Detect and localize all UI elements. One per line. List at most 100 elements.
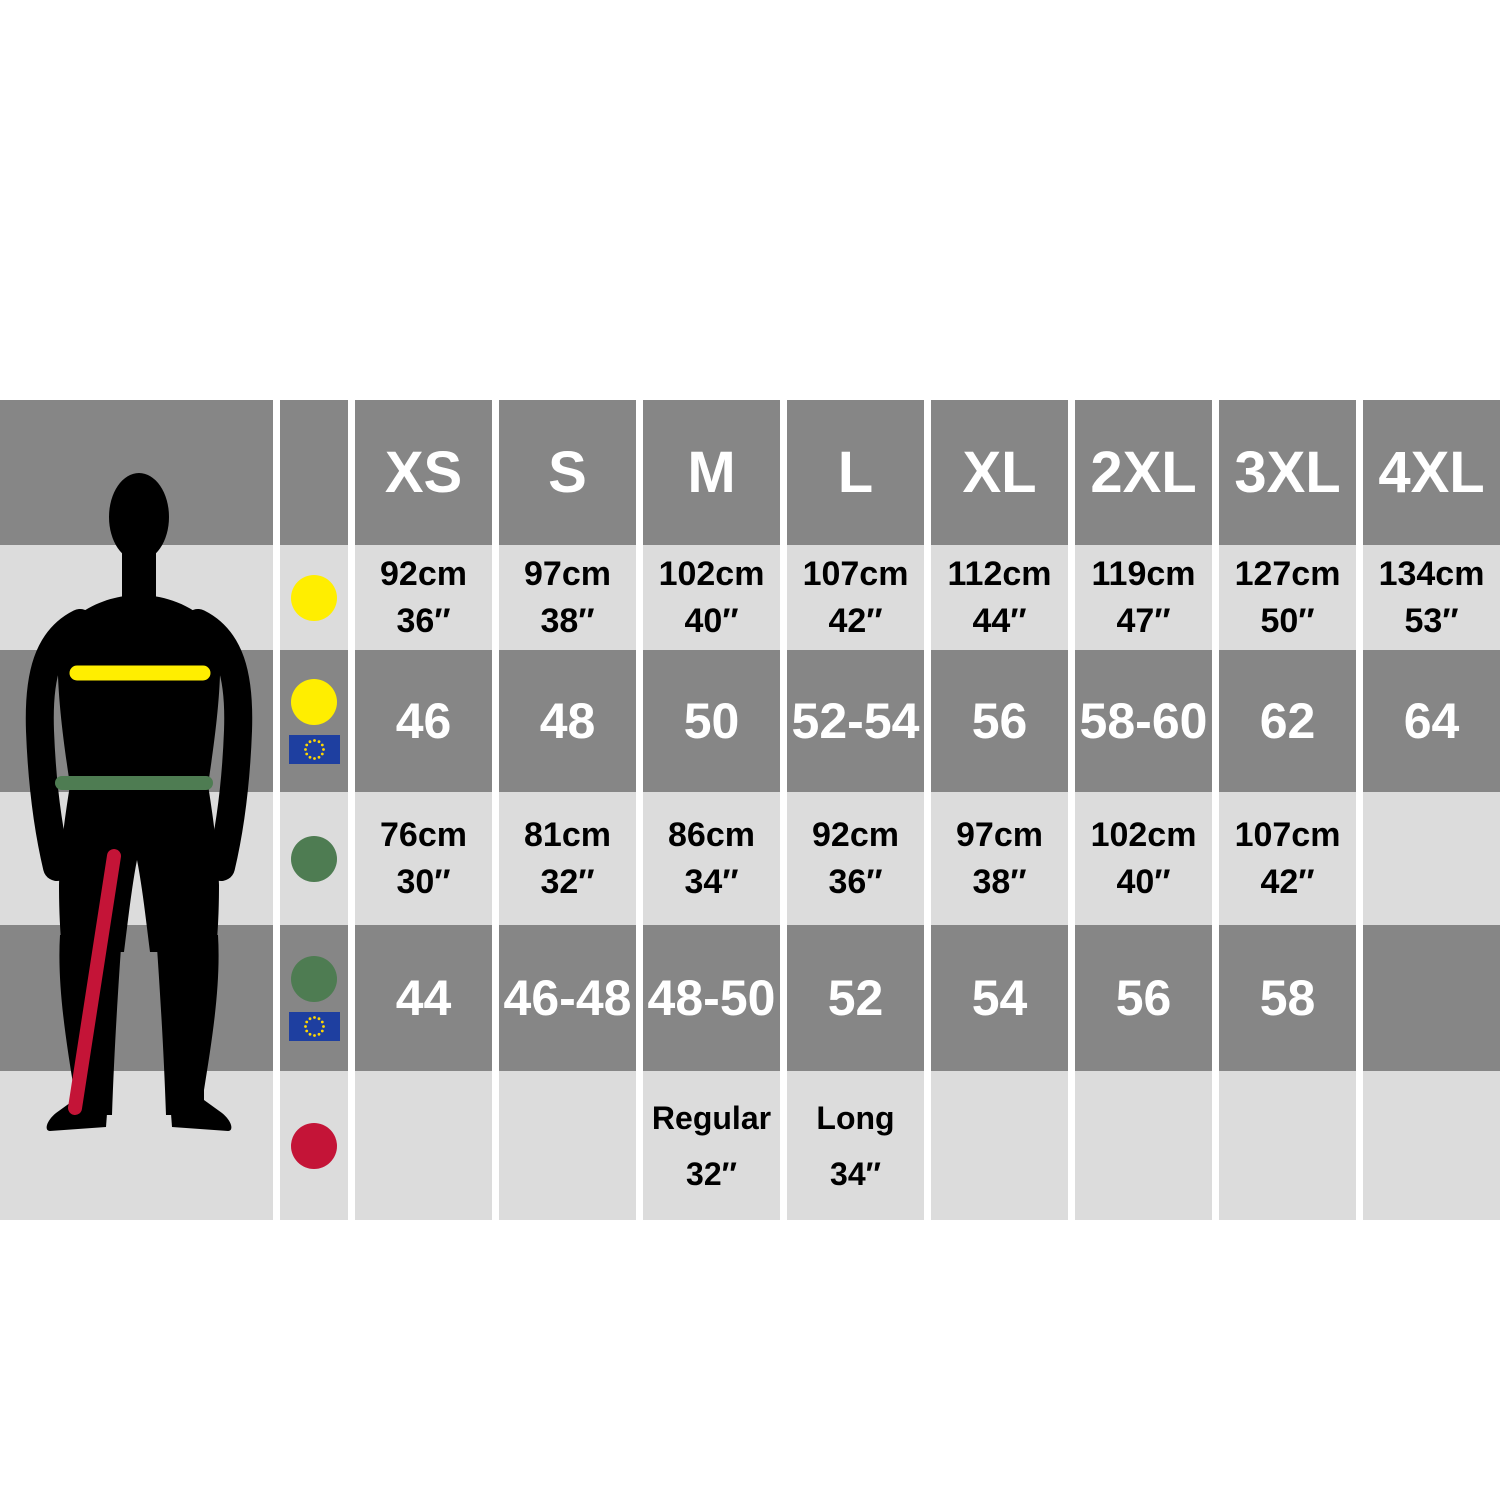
chest-value-cell: 97cm 38″ bbox=[499, 545, 636, 650]
chest-in: 47″ bbox=[1116, 602, 1171, 640]
eu-flag-icon bbox=[288, 1011, 340, 1041]
silhouette-torso-shorts bbox=[57, 595, 221, 952]
waist-eu-value-cell: 44 bbox=[355, 925, 492, 1071]
size-column-header-xl: XL bbox=[931, 400, 1068, 545]
inside-leg-cell-empty bbox=[1363, 1071, 1500, 1220]
waist-value-cell: 81cm 32″ bbox=[499, 792, 636, 925]
inside-leg-in: 32″ bbox=[686, 1155, 737, 1192]
size-column-header-4xl: 4XL bbox=[1363, 400, 1500, 545]
waist-value-cell: 76cm 30″ bbox=[355, 792, 492, 925]
chest-value-cell: 102cm 40″ bbox=[643, 545, 780, 650]
waist-value-cell: 102cm 40″ bbox=[1075, 792, 1212, 925]
chest-cm: 92cm bbox=[380, 555, 467, 593]
inside-leg-cell-empty bbox=[1075, 1071, 1212, 1220]
chest-cm: 127cm bbox=[1234, 555, 1341, 593]
inside-leg-label: Long bbox=[816, 1099, 895, 1136]
waist-in: 34″ bbox=[684, 863, 739, 901]
waist-cm: 76cm bbox=[380, 816, 467, 854]
waist-eu-value-cell: 48-50 bbox=[643, 925, 780, 1071]
size-column-header-m: M bbox=[643, 400, 780, 545]
silhouette-right-arm bbox=[184, 609, 253, 881]
waist-eu-value-cell: 54 bbox=[931, 925, 1068, 1071]
waist-cm: 97cm bbox=[956, 816, 1043, 854]
silhouette-left-arm bbox=[25, 609, 94, 881]
size-column-header-3xl: 3XL bbox=[1219, 400, 1356, 545]
inside-leg-cell-empty bbox=[499, 1071, 636, 1220]
chest-cm: 102cm bbox=[658, 555, 765, 593]
silhouette-left-foot bbox=[46, 1100, 108, 1131]
chest-eu-legend-cell bbox=[280, 650, 348, 792]
chest-value-cell: 107cm 42″ bbox=[787, 545, 924, 650]
inside-leg-label: Regular bbox=[651, 1099, 772, 1136]
chest-value-cell: 127cm 50″ bbox=[1219, 545, 1356, 650]
waist-in: 40″ bbox=[1116, 863, 1171, 901]
waist-in: 42″ bbox=[1260, 863, 1315, 901]
inside-leg-legend-cell bbox=[280, 1071, 348, 1220]
chest-in: 42″ bbox=[828, 602, 883, 640]
legend-column-band bbox=[280, 400, 348, 545]
waist-cm: 81cm bbox=[524, 816, 611, 854]
waist-value-cell: 86cm 34″ bbox=[643, 792, 780, 925]
waist-cm: 86cm bbox=[668, 816, 755, 854]
chest-eu-value-cell: 48 bbox=[499, 650, 636, 792]
waist-legend-cell bbox=[280, 792, 348, 925]
waist-value-cell: 92cm 36″ bbox=[787, 792, 924, 925]
inside-leg-in: 34″ bbox=[830, 1155, 881, 1192]
chest-eu-value-cell: 50 bbox=[643, 650, 780, 792]
chest-in: 53″ bbox=[1404, 602, 1459, 640]
inside-leg-cell-long: Long 34″ bbox=[787, 1071, 924, 1220]
waist-value-cell: 97cm 38″ bbox=[931, 792, 1068, 925]
inside-leg-red-dot-icon bbox=[291, 1122, 337, 1169]
chest-cm: 112cm bbox=[947, 555, 1052, 593]
eu-flag-icon bbox=[288, 734, 340, 764]
waist-value-cell: 107cm 42″ bbox=[1219, 792, 1356, 925]
size-column-header-s: S bbox=[499, 400, 636, 545]
waist-in: 32″ bbox=[540, 863, 595, 901]
chest-legend-cell bbox=[280, 545, 348, 650]
chest-eu-value-cell: 52-54 bbox=[787, 650, 924, 792]
inside-leg-cell-empty bbox=[1219, 1071, 1356, 1220]
waist-in: 30″ bbox=[396, 863, 451, 901]
chest-yellow-dot-icon bbox=[291, 574, 337, 621]
chest-yellow-dot-icon bbox=[291, 678, 337, 725]
waist-cm: 107cm bbox=[1234, 816, 1341, 854]
legend-stack bbox=[288, 678, 340, 764]
waist-cm: 102cm bbox=[1090, 816, 1197, 854]
figure-column-band bbox=[0, 925, 273, 1071]
chest-cm: 119cm bbox=[1091, 555, 1196, 593]
silhouette-right-leg bbox=[156, 933, 219, 1115]
waist-eu-legend-cell bbox=[280, 925, 348, 1071]
inside-leg-measure-line bbox=[68, 849, 121, 1115]
waist-value-cell-empty bbox=[1363, 792, 1500, 925]
waist-in: 36″ bbox=[828, 863, 883, 901]
waist-eu-value-cell: 46-48 bbox=[499, 925, 636, 1071]
waist-green-dot-icon bbox=[291, 835, 337, 882]
chest-value-cell: 112cm 44″ bbox=[931, 545, 1068, 650]
waist-in: 38″ bbox=[972, 863, 1027, 901]
male-silhouette bbox=[25, 473, 253, 1131]
silhouette-right-foot bbox=[170, 1100, 232, 1131]
waist-eu-value-cell-empty bbox=[1363, 925, 1500, 1071]
silhouette-neck bbox=[122, 540, 156, 602]
chest-cm: 107cm bbox=[802, 555, 909, 593]
waist-eu-value-cell: 52 bbox=[787, 925, 924, 1071]
legend-stack bbox=[288, 955, 340, 1041]
chest-value-cell: 134cm 53″ bbox=[1363, 545, 1500, 650]
chest-eu-value-cell: 46 bbox=[355, 650, 492, 792]
chest-value-cell: 119cm 47″ bbox=[1075, 545, 1212, 650]
inside-leg-cell-empty bbox=[931, 1071, 1068, 1220]
chest-in: 36″ bbox=[396, 602, 451, 640]
chest-value-cell: 92cm 36″ bbox=[355, 545, 492, 650]
chest-eu-value-cell: 64 bbox=[1363, 650, 1500, 792]
inside-leg-cell-empty bbox=[355, 1071, 492, 1220]
size-column-header-xs: XS bbox=[355, 400, 492, 545]
waist-green-dot-icon bbox=[291, 955, 337, 1002]
chest-in: 40″ bbox=[684, 602, 739, 640]
chest-cm: 134cm bbox=[1378, 555, 1485, 593]
chest-in: 44″ bbox=[972, 602, 1027, 640]
chest-eu-value-cell: 58-60 bbox=[1075, 650, 1212, 792]
inside-leg-cell-regular: Regular 32″ bbox=[643, 1071, 780, 1220]
size-column-header-l: L bbox=[787, 400, 924, 545]
chest-eu-value-cell: 62 bbox=[1219, 650, 1356, 792]
